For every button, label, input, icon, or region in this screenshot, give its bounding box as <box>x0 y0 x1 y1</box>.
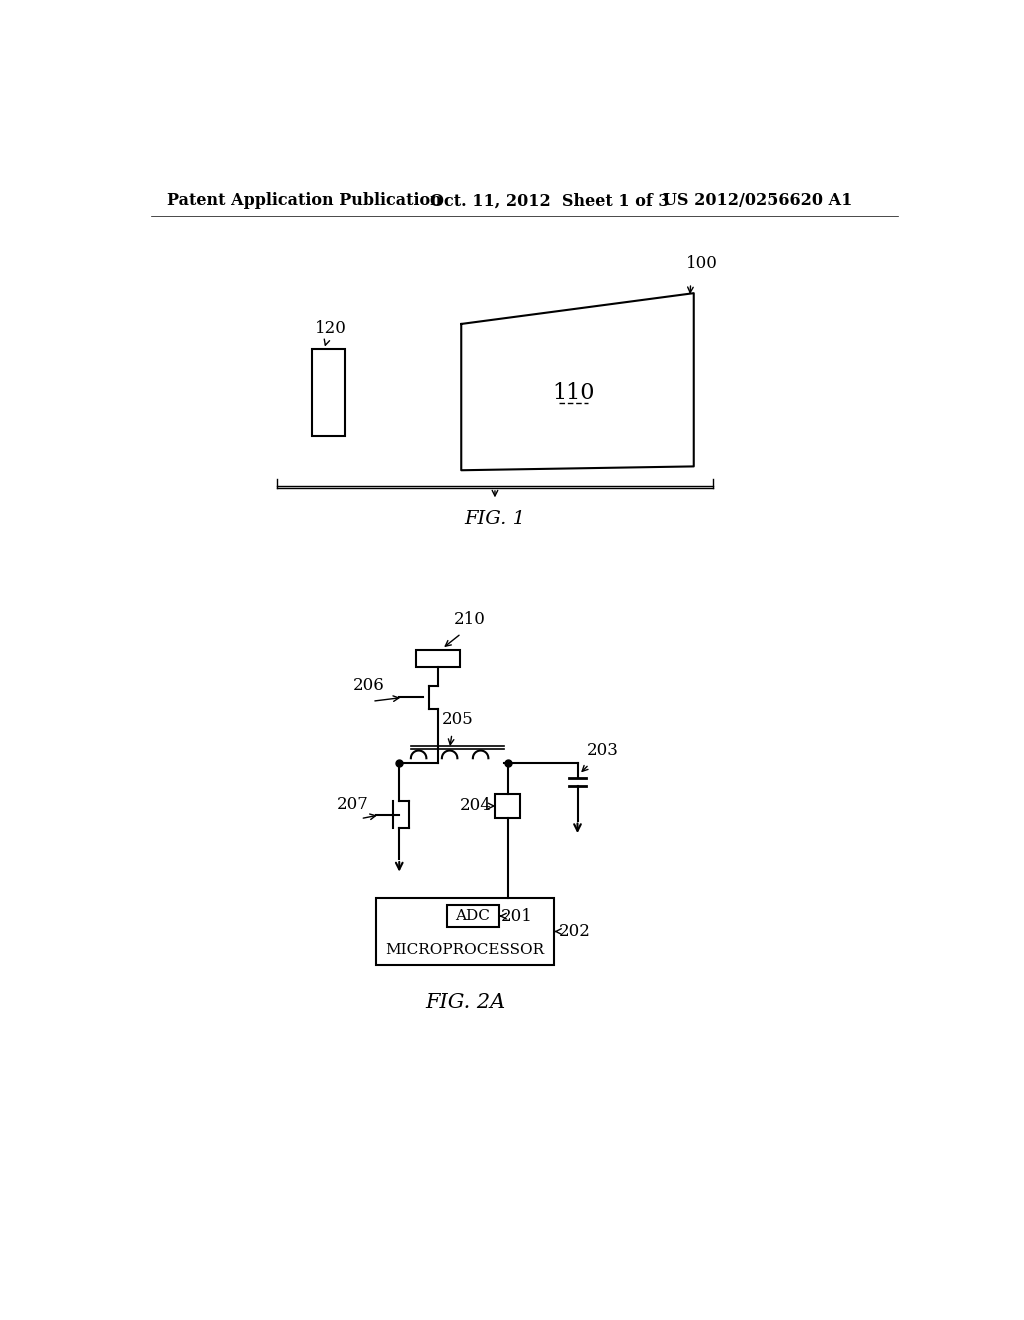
Bar <box>496 793 520 818</box>
Text: 120: 120 <box>314 319 347 337</box>
Text: 201: 201 <box>501 908 532 924</box>
Text: 210: 210 <box>454 611 485 628</box>
Text: ADC: ADC <box>456 909 490 923</box>
Text: 110: 110 <box>552 383 595 404</box>
Text: 203: 203 <box>587 742 618 759</box>
Bar <box>417 649 460 667</box>
Text: 206: 206 <box>352 677 384 693</box>
Text: US 2012/0256620 A1: US 2012/0256620 A1 <box>663 193 852 210</box>
Text: MICROPROCESSOR: MICROPROCESSOR <box>386 942 545 957</box>
Bar <box>446 906 500 927</box>
Bar <box>312 350 345 436</box>
Text: 205: 205 <box>442 711 474 729</box>
Text: 207: 207 <box>337 796 369 813</box>
Text: Patent Application Publication: Patent Application Publication <box>167 193 441 210</box>
Text: FIG. 2A: FIG. 2A <box>425 993 505 1012</box>
Bar <box>376 898 554 965</box>
Text: FIG. 1: FIG. 1 <box>465 510 525 528</box>
Text: Oct. 11, 2012  Sheet 1 of 3: Oct. 11, 2012 Sheet 1 of 3 <box>430 193 670 210</box>
Text: 202: 202 <box>559 923 591 940</box>
Text: 100: 100 <box>686 255 718 272</box>
Text: 204: 204 <box>460 797 492 814</box>
